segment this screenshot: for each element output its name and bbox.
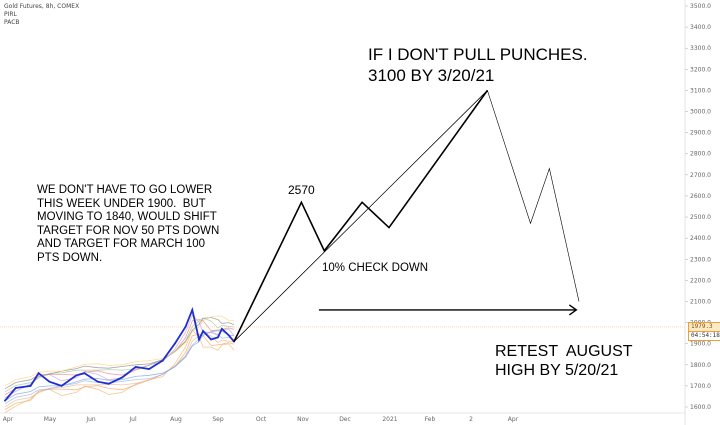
price-history-point — [60, 384, 63, 387]
price-history-point — [121, 376, 124, 379]
price-history-point — [202, 330, 204, 332]
moving-average-ribbon — [0, 314, 685, 413]
time-tick-label: Sep — [212, 416, 224, 423]
price-history-point — [161, 359, 164, 362]
price-tick-label: 3500.0 — [690, 3, 711, 10]
price-history-point — [227, 334, 230, 337]
indicator-pacb: PACB — [4, 19, 20, 26]
time-tick-label: Jun — [85, 416, 96, 423]
price-tick-label: 2500.0 — [690, 214, 711, 221]
time-tick-label: 2021 — [382, 416, 397, 423]
price-history — [4, 306, 235, 402]
price-tick-label: 3400.0 — [690, 24, 711, 31]
price-history-point — [148, 368, 151, 370]
price-history-point — [134, 366, 137, 368]
price-history-point — [198, 338, 200, 341]
price-history-point — [97, 380, 99, 383]
peak-label: 2570 — [288, 183, 315, 197]
price-tick-label: 1800.0 — [690, 362, 711, 369]
left-annotation-line: PTS DOWN. — [37, 251, 103, 264]
price-tick-label: 1900.0 — [690, 341, 711, 348]
price-tick-label: 3300.0 — [690, 45, 711, 52]
left-annotation-line: THIS WEEK UNDER 1900. BUT — [37, 197, 206, 210]
price-tick-label: 2800.0 — [690, 151, 711, 158]
price-tick-label: 2300.0 — [690, 256, 711, 263]
time-axis[interactable]: Apr May Jun Jul Aug Sep Oct Nov Dec 2021 Feb 2 Apr — [0, 412, 685, 423]
time-tick-label: May — [44, 416, 57, 423]
price-history-point — [4, 399, 6, 402]
left-annotation-line: AND TARGET FOR MARCH 100 — [37, 238, 206, 250]
price-tick-label: 2200.0 — [690, 277, 711, 284]
price-history-point — [29, 384, 32, 387]
time-tick-label: Oct — [256, 416, 267, 423]
time-tick-label: Feb — [425, 416, 436, 423]
price-tick-label: 1600.0 — [690, 404, 711, 411]
price-history-line — [4, 306, 235, 402]
top-annotation: IF I DON'T PULL PUNCHES. 3100 BY 3/20/21 — [368, 44, 588, 86]
time-tick-label: Apr — [3, 416, 14, 423]
moving-average-line — [4, 332, 235, 407]
time-tick-label: 2 — [469, 416, 473, 423]
price-axis[interactable]: 1600.01700.01800.01900.02000.02100.02200… — [684, 0, 711, 425]
check-down-label: 10% CHECK DOWN — [322, 262, 429, 274]
price-history-point — [210, 338, 213, 341]
moving-average-line — [4, 329, 235, 413]
price-tick-label: 2600.0 — [690, 193, 711, 200]
top-annotation-line: IF I DON'T PULL PUNCHES. — [368, 45, 588, 64]
moving-average-line — [4, 319, 235, 396]
left-annotation-line: TARGET FOR NOV 50 PTS DOWN — [37, 224, 220, 237]
bottom-annotation: RETEST AUGUST HIGH BY 5/20/21 — [495, 342, 633, 380]
price-history-point — [221, 328, 223, 330]
moving-average-line — [4, 317, 235, 393]
price-history-point — [191, 309, 194, 311]
time-tick-label: Jul — [128, 416, 137, 423]
price-tick-label: 2700.0 — [690, 172, 711, 179]
left-annotation: WE DON'T HAVE TO GO LOWER THIS WEEK UNDER… — [37, 184, 219, 265]
price-history-point — [14, 387, 17, 389]
price-tick-label: 1700.0 — [690, 383, 711, 390]
left-annotation-line: MOVING TO 1840, WOULD SHIFT — [37, 211, 217, 223]
moving-average-line — [4, 333, 235, 410]
price-tick-label: 3200.0 — [690, 66, 711, 73]
price-history-point — [75, 374, 78, 377]
moving-average-line — [4, 317, 235, 390]
price-tick-label: 2900.0 — [690, 130, 711, 137]
price-history-point — [107, 382, 110, 385]
moving-average-line — [4, 314, 235, 399]
arrow-annotation — [318, 304, 578, 316]
arrow-head — [568, 304, 578, 316]
time-tick-label: Aug — [170, 416, 182, 423]
indicator-pirl: PIRL — [4, 11, 17, 18]
moving-average-line — [4, 315, 235, 387]
time-tick-label: Nov — [297, 416, 309, 423]
time-tick-label: Apr — [508, 416, 519, 423]
chart-title: Gold Futures, 8h, COMEX — [4, 3, 80, 10]
projection-lines — [233, 89, 580, 342]
price-tick-label: 3100.0 — [690, 87, 711, 94]
price-history-point — [184, 325, 187, 328]
bottom-annotation-line: RETEST AUGUST — [495, 343, 633, 360]
price-tick-label: 3000.0 — [690, 109, 711, 116]
bottom-annotation-line: HIGH BY 5/20/21 — [495, 362, 619, 379]
projection-thin-line — [233, 89, 580, 342]
time-tick-label: Dec — [339, 416, 351, 423]
countdown-tag: 04:54:18 — [688, 330, 720, 341]
price-history-point — [173, 342, 176, 345]
price-history-point — [216, 336, 219, 339]
price-history-point — [48, 380, 51, 383]
price-history-point — [83, 372, 86, 375]
projection-thick-line — [233, 89, 489, 342]
price-tick-label: 2400.0 — [690, 235, 711, 242]
top-annotation-line: 3100 BY 3/20/21 — [368, 66, 495, 85]
price-tick-label: 2100.0 — [690, 298, 711, 305]
price-history-point — [37, 372, 40, 375]
moving-average-line — [4, 330, 235, 402]
left-annotation-line: WE DON'T HAVE TO GO LOWER — [37, 184, 213, 196]
